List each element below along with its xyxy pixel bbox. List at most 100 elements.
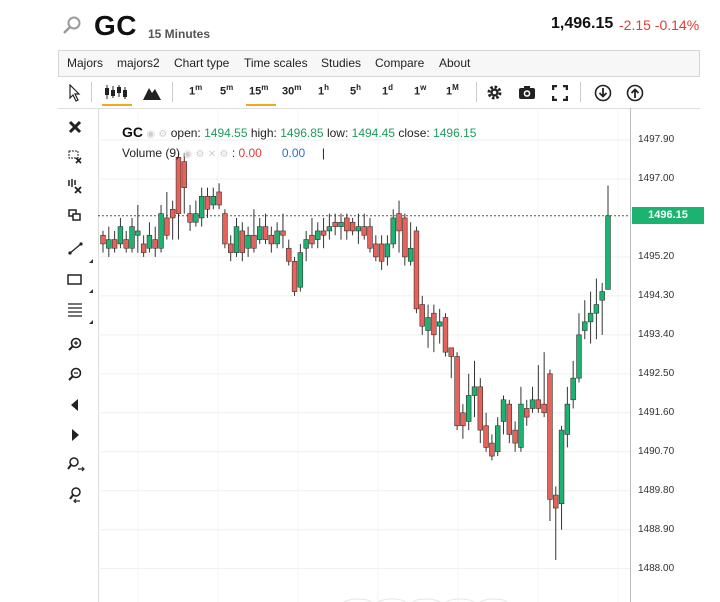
- candle-up: [582, 321, 588, 331]
- search-icon[interactable]: [62, 16, 82, 36]
- download-icon[interactable]: [594, 84, 612, 102]
- price-tick-label: 1488.90: [638, 523, 675, 535]
- menu-majors2[interactable]: majors2: [117, 56, 160, 70]
- menu-about[interactable]: About: [439, 56, 471, 70]
- pointer-icon[interactable]: [68, 84, 82, 102]
- upload-icon[interactable]: [626, 84, 644, 102]
- menu-time-scales[interactable]: Time scales: [244, 56, 308, 70]
- candle-up: [198, 195, 205, 219]
- fullscreen-icon[interactable]: [552, 85, 568, 101]
- candle-down: [239, 230, 246, 253]
- price-tick-label: 1493.40: [638, 328, 675, 340]
- current-price-marker: 1496.15: [632, 206, 704, 224]
- candle-down: [268, 234, 275, 245]
- legend-close: 1496.15: [433, 126, 477, 140]
- candle-up: [576, 334, 582, 379]
- price-tick-label: 1491.60: [638, 406, 675, 418]
- timeframe-1w[interactable]: 1w: [414, 83, 427, 98]
- fibonacci-icon[interactable]: [67, 303, 83, 317]
- zoom-out-icon[interactable]: [67, 367, 83, 383]
- legend-volume-row: Volume (9) ◉ ⚙ ✕ ⚙ : 0.00 0.00 |: [122, 146, 326, 160]
- legend-low: 1494.45: [351, 126, 396, 140]
- timeframe-5m[interactable]: 5m: [220, 83, 234, 98]
- mountain-chart-icon[interactable]: [143, 85, 161, 100]
- candle-down: [222, 213, 228, 245]
- timeframe-30m[interactable]: 30m: [282, 83, 302, 98]
- candle-down: [367, 226, 373, 249]
- gear-icon[interactable]: [486, 84, 503, 101]
- candle-down: [541, 403, 547, 414]
- candle-down: [506, 403, 513, 435]
- settings-icon[interactable]: ⚙: [219, 149, 229, 160]
- candle-down: [175, 157, 182, 214]
- candle-down: [123, 239, 129, 249]
- candle-up: [465, 395, 472, 422]
- zoom-time-in-icon[interactable]: [67, 457, 87, 473]
- trendline-icon[interactable]: [67, 240, 85, 256]
- menu-compare[interactable]: Compare: [375, 56, 425, 70]
- candle-up: [407, 247, 414, 262]
- legend-volume-value1: 0.00: [238, 146, 262, 160]
- eye-icon[interactable]: ◉: [183, 149, 193, 160]
- candle-down: [553, 494, 559, 509]
- price-chart[interactable]: [98, 108, 630, 602]
- close-icon[interactable]: [67, 119, 83, 135]
- close-icon[interactable]: ✕: [207, 149, 217, 160]
- candle-up: [599, 291, 605, 301]
- scroll-left-icon[interactable]: [67, 398, 83, 412]
- candle-down: [396, 213, 402, 232]
- drawing-tools: [58, 108, 99, 602]
- candle-up: [315, 230, 321, 240]
- candle-down: [349, 221, 356, 232]
- timeframe-5h[interactable]: 5h: [350, 83, 362, 98]
- last-price: 1,496.15: [551, 15, 614, 32]
- price-tick-label: 1489.80: [638, 484, 675, 496]
- settings-icon[interactable]: ⚙: [158, 129, 168, 140]
- candle-up: [274, 230, 280, 245]
- candle-up: [297, 252, 304, 288]
- candle-up: [233, 226, 240, 253]
- timeframe-1m[interactable]: 1m: [189, 83, 203, 98]
- candle-up: [558, 429, 565, 505]
- legend-price-row: GC ◉ ⚙ open: 1494.55 high: 1496.85 low: …: [122, 124, 476, 140]
- candlestick-chart-icon[interactable]: [103, 84, 129, 100]
- menu-majors[interactable]: Majors: [67, 56, 104, 70]
- remove-drawing-icon[interactable]: [67, 149, 83, 165]
- price-tick-label: 1490.70: [638, 445, 675, 457]
- price-tick-label: 1495.20: [638, 250, 675, 262]
- timeframe-15m[interactable]: 15m: [249, 83, 269, 98]
- candle-up: [500, 399, 507, 422]
- candle-up: [146, 234, 153, 249]
- zoom-in-icon[interactable]: [67, 337, 83, 353]
- timeframe-1d[interactable]: 1d: [382, 83, 394, 98]
- menu-chart-type[interactable]: Chart type: [174, 56, 230, 70]
- settings-icon[interactable]: ⚙: [195, 149, 205, 160]
- candle-up: [605, 215, 611, 290]
- candle-down: [524, 408, 530, 418]
- candle-up: [257, 226, 263, 240]
- camera-icon[interactable]: [518, 85, 536, 100]
- menu-studies[interactable]: Studies: [321, 56, 362, 70]
- scroll-dots: [343, 598, 509, 602]
- candle-up: [117, 226, 124, 245]
- candle-up: [529, 399, 536, 409]
- timeframe-1M[interactable]: 1M: [446, 83, 459, 98]
- candle-down: [309, 234, 315, 245]
- candles: [100, 152, 611, 561]
- candle-up: [245, 234, 251, 249]
- interval-label: 15 Minutes: [148, 27, 211, 41]
- candle-up: [564, 403, 571, 435]
- price-axis[interactable]: 1497.90 1497.00 1495.20 1494.30 1493.40 1492.…: [630, 108, 707, 602]
- clone-icon[interactable]: [67, 208, 83, 224]
- scroll-right-icon[interactable]: [67, 428, 83, 442]
- timeframe-1h[interactable]: 1h: [318, 83, 330, 98]
- candle-up: [129, 226, 135, 249]
- candle-up: [390, 217, 396, 245]
- rectangle-icon[interactable]: [67, 273, 83, 287]
- remove-all-icon[interactable]: [67, 178, 83, 194]
- eye-icon[interactable]: ◉: [146, 129, 156, 140]
- price-tick-label: 1497.00: [638, 172, 675, 184]
- legend-high: 1496.85: [280, 126, 324, 140]
- zoom-time-out-icon[interactable]: [67, 487, 87, 503]
- candle-down: [332, 221, 338, 227]
